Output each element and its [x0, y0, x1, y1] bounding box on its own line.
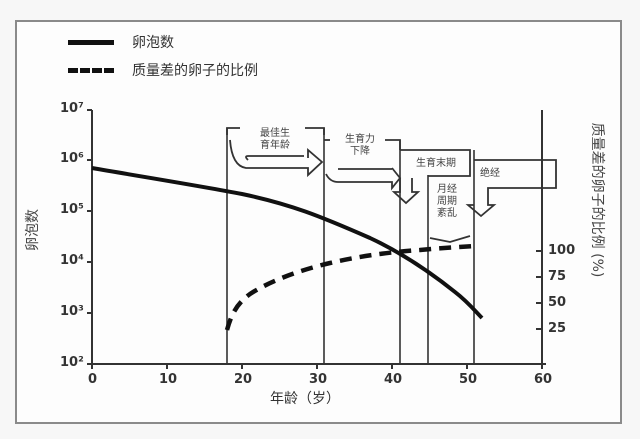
legend-label: 质量差的卵子的比例 [132, 63, 258, 79]
dashed-line-swatch [68, 67, 114, 73]
legend-label: 卵泡数 [132, 35, 174, 51]
x-tick-10: 10 [159, 372, 178, 387]
chart-frame [15, 20, 622, 424]
stage-label-line: 周期 [437, 196, 457, 207]
stage-label-decline: 生育力 下降 [336, 134, 384, 158]
stage-label-line: 育年龄 [260, 140, 290, 151]
legend-item-poor-quality: 质量差的卵子的比例 [68, 56, 258, 84]
stage-label-menopause: 绝经 [480, 168, 520, 180]
x-tick-60: 60 [534, 372, 553, 387]
y-axis-label-left: 卵泡数 [25, 209, 41, 251]
stage-boxes [226, 127, 557, 243]
y-tick-1e4: 10⁴ [60, 253, 84, 268]
y2-tick-50: 50 [548, 295, 567, 310]
y-tick-1e6: 10⁶ [60, 151, 84, 166]
stage-label-late: 生育末期 [404, 158, 468, 170]
stage-label-line: 生育力 [345, 134, 375, 145]
stage-label-line: 绝经 [480, 168, 500, 179]
y-tick-1e3: 10³ [60, 304, 84, 319]
poor-quality-ratio-line [224, 243, 475, 331]
legend: 卵泡数 质量差的卵子的比例 [68, 28, 258, 84]
x-tick-20: 20 [234, 372, 253, 387]
x-tick-30: 30 [309, 372, 328, 387]
y-tick-1e5: 10⁵ [60, 202, 84, 217]
y-axis-label-right: 质量差的卵子的比例 (%) [589, 122, 605, 278]
x-axis-label: 年龄（岁） [270, 391, 340, 407]
x-tick-40: 40 [384, 372, 403, 387]
stage-label-line: 生育末期 [416, 158, 456, 169]
y-tick-1e7: 10⁷ [60, 101, 84, 116]
x-tick-0: 0 [88, 372, 98, 387]
axes [87, 109, 546, 369]
stage-label-line: 月经 [437, 184, 457, 195]
stage-label-line: 紊乱 [437, 208, 457, 219]
y2-tick-100: 100 [548, 243, 576, 258]
stage-label-optimal: 最佳生 育年龄 [250, 128, 300, 152]
stage-label-line: 最佳生 [260, 128, 290, 139]
y2-tick-25: 25 [548, 321, 567, 336]
y2-tick-75: 75 [548, 269, 567, 284]
solid-line-swatch [68, 39, 114, 45]
x-tick-50: 50 [459, 372, 478, 387]
legend-item-follicles: 卵泡数 [68, 28, 258, 56]
stage-label-irregular: 月经 周期 紊乱 [432, 184, 462, 220]
follicle-count-line [91, 166, 484, 320]
stage-label-line: 下降 [350, 146, 370, 157]
y-tick-1e2: 10² [60, 355, 84, 370]
